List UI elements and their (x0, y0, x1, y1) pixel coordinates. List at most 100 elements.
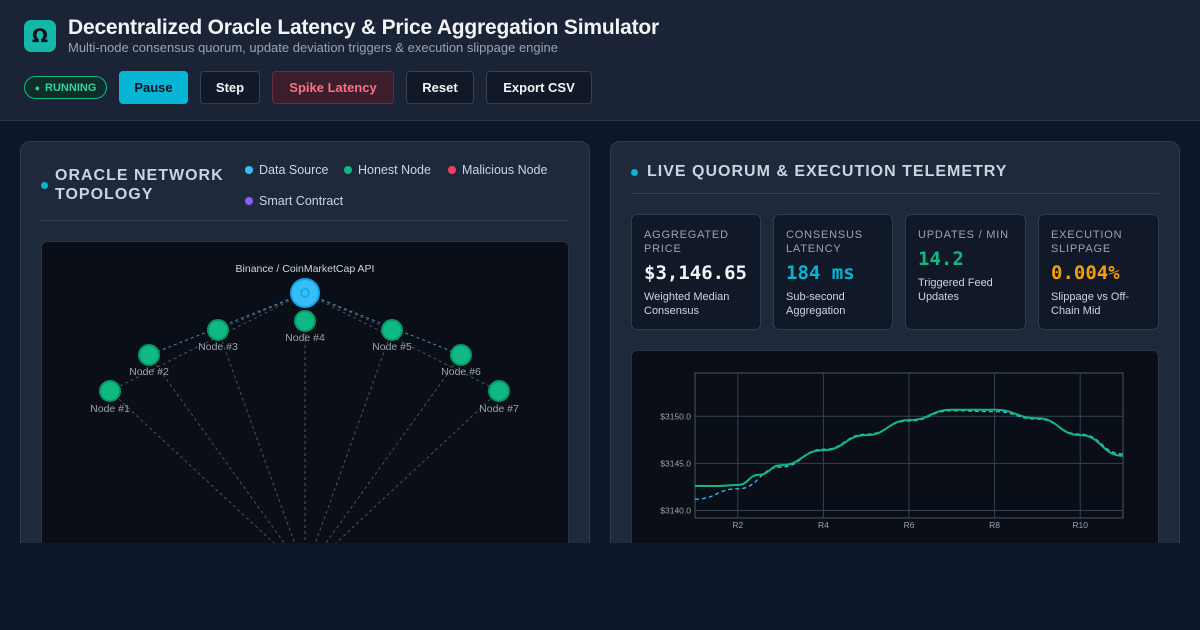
viewport-bottom (0, 543, 1200, 630)
status-label: RUNNING (45, 81, 97, 94)
metric-sub-line1: Weighted Median (644, 291, 730, 303)
panel-divider (631, 193, 1159, 194)
metric-sub-line1: Slippage vs Off- (1051, 291, 1130, 303)
data-source-label: Binance / CoinMarketCap API (236, 263, 375, 275)
metric-subtext: Slippage vs Off- Chain Mid (1051, 290, 1129, 318)
edge-n1-contract (109, 390, 293, 560)
telemetry-panel: LIVE QUORUM & EXECUTION TELEMETRY AGGREG… (610, 141, 1180, 561)
spike-latency-button[interactable]: Spike Latency (272, 71, 394, 104)
node-label: Node #4 (285, 332, 325, 344)
metric-label-line1: AGGREGATED (644, 229, 729, 241)
legend-swatch-icon (448, 166, 456, 174)
metric-label-line1: CONSENSUS (786, 229, 863, 241)
edge-n5-contract (308, 329, 393, 560)
metric-sub-line1: Sub-second (786, 291, 845, 303)
topology-graph: Binance / CoinMarketCap API Node #1 Node… (90, 263, 519, 560)
legend-label: Honest Node (358, 163, 431, 177)
panel-divider (41, 220, 569, 221)
active-feed-edges (148, 292, 462, 356)
metric-subtext: Weighted Median Consensus (644, 290, 729, 318)
node-label: Node #6 (441, 366, 481, 378)
export-csv-button[interactable]: Export CSV (486, 71, 592, 104)
pause-button[interactable]: Pause (119, 71, 188, 104)
metric-label-line1: EXECUTION (1051, 229, 1123, 241)
x-tick-label: R8 (989, 520, 1000, 530)
edge-source-n7 (304, 292, 500, 392)
topology-panel: ORACLE NETWORK TOPOLOGY Data Source Hone… (20, 141, 590, 561)
metric-label: EXECUTION SLIPPAGE (1051, 228, 1122, 256)
legend-swatch-icon (245, 197, 253, 205)
x-tick-label: R4 (818, 520, 829, 530)
data-source-node[interactable] (290, 278, 320, 308)
metric-label-line2: SLIPPAGE (1051, 243, 1111, 255)
panel-indicator-dot (41, 182, 48, 189)
oracle-node-1[interactable]: Node #1 (90, 380, 130, 415)
status-badge: ● RUNNING (24, 76, 107, 99)
metric-value: 184 ms (786, 262, 855, 284)
metric-sub-line2: Consensus (644, 305, 700, 317)
price-chart[interactable]: R2 R4 R6 R8 R10 $3140.0 $3145.0 $3150.0 (631, 350, 1159, 560)
page-title: Decentralized Oracle Latency & Price Agg… (68, 16, 659, 39)
status-dot-icon: ● (34, 82, 41, 93)
metric-value: $3,146.65 (644, 262, 747, 284)
metric-updates-per-min: UPDATES / MIN 14.2 Triggered Feed Update… (905, 214, 1026, 330)
legend-smart-contract: Smart Contract (245, 194, 343, 208)
metric-label: AGGREGATED PRICE (644, 228, 729, 256)
metric-value: 0.004% (1051, 262, 1120, 284)
node-label: Node #2 (129, 366, 169, 378)
metric-sub-line2: Aggregation (786, 305, 846, 317)
metric-label-line2: PRICE (644, 243, 682, 255)
legend-label: Malicious Node (462, 163, 548, 177)
metric-consensus-latency: CONSENSUS LATENCY 184 ms Sub-second Aggr… (773, 214, 893, 330)
oracle-node-6[interactable]: Node #6 (441, 344, 481, 378)
edge-source-n2-active (148, 292, 306, 356)
oracle-node-5[interactable]: Node #5 (372, 319, 412, 353)
node-label: Node #5 (372, 341, 412, 353)
legend-honest-node: Honest Node (344, 163, 431, 177)
edge-source-n3 (217, 292, 306, 331)
edge-n6-contract (313, 354, 462, 560)
edge-n2-contract (148, 354, 297, 560)
legend-label: Data Source (259, 163, 329, 177)
legend-swatch-icon (245, 166, 253, 174)
y-tick-label: $3140.0 (660, 505, 691, 515)
x-tick-label: R2 (732, 520, 743, 530)
price-chart-svg: R2 R4 R6 R8 R10 $3140.0 $3145.0 $3150.0 (660, 372, 1124, 530)
reset-button[interactable]: Reset (406, 71, 474, 104)
page-subtitle: Multi-node consensus quorum, update devi… (68, 40, 558, 55)
metric-label: CONSENSUS LATENCY (786, 228, 863, 256)
node-label: Node #1 (90, 403, 130, 415)
metric-label: UPDATES / MIN (918, 228, 1009, 242)
metric-sub-line1: Triggered Feed (918, 277, 993, 289)
legend-label: Smart Contract (259, 194, 344, 208)
series-solid-line (695, 408, 1124, 487)
oracle-node-7[interactable]: Node #7 (479, 380, 519, 415)
metric-label-line2: LATENCY (786, 243, 842, 255)
legend-data-source: Data Source (245, 163, 328, 177)
network-topology-canvas[interactable]: Binance / CoinMarketCap API Node #1 Node… (41, 241, 569, 560)
oracle-node-3[interactable]: Node #3 (198, 319, 238, 353)
app-header: Ω Decentralized Oracle Latency & Price A… (0, 0, 1200, 121)
metric-execution-slippage: EXECUTION SLIPPAGE 0.004% Slippage vs Of… (1038, 214, 1159, 330)
x-tick-label: R10 (1072, 520, 1088, 530)
node-label: Node #7 (479, 403, 519, 415)
metric-subtext: Sub-second Aggregation (786, 290, 845, 318)
step-button[interactable]: Step (200, 71, 260, 104)
edge-source-n5 (304, 292, 393, 331)
metric-sub-line2: Chain Mid (1051, 305, 1101, 317)
omega-logo-icon: Ω (24, 20, 56, 52)
legend-malicious-node: Malicious Node (448, 163, 547, 177)
metric-subtext: Triggered Feed Updates (918, 276, 993, 304)
edge-source-n6-active (304, 292, 462, 356)
y-tick-label: $3150.0 (660, 411, 691, 421)
oracle-node-2[interactable]: Node #2 (129, 344, 169, 378)
edge-n7-contract (317, 390, 500, 560)
node-label: Node #3 (198, 341, 238, 353)
metric-label-line1: UPDATES / MIN (918, 229, 1009, 241)
edge-n3-contract (217, 329, 302, 560)
edge-source-n1 (109, 292, 306, 392)
oracle-node-4[interactable]: Node #4 (285, 310, 325, 344)
x-tick-label: R6 (904, 520, 915, 530)
y-tick-label: $3145.0 (660, 458, 691, 468)
metric-value: 14.2 (918, 248, 964, 270)
